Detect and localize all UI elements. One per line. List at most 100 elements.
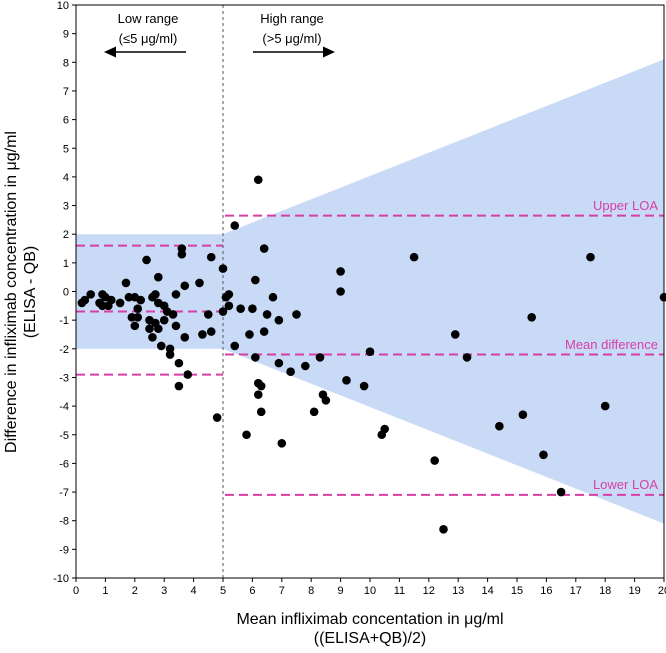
low-range-sublabel: (≤5 μg/ml): [119, 31, 178, 46]
x-tick-label: 5: [220, 585, 226, 597]
data-point: [336, 267, 345, 276]
y-tick-label: -2: [59, 344, 69, 356]
high-range-sublabel: (>5 μg/ml): [262, 31, 321, 46]
data-point: [301, 361, 310, 371]
data-point: [115, 298, 125, 308]
data-point: [539, 450, 548, 460]
y-tick-label: -6: [59, 458, 69, 470]
y-tick-label: 2: [63, 229, 69, 241]
data-point: [256, 381, 266, 391]
y-tick-label: -1: [59, 315, 69, 327]
data-point: [342, 376, 351, 385]
loa-lines: [76, 214, 664, 496]
x-tick-label: 18: [599, 585, 611, 597]
data-point: [154, 324, 163, 334]
data-point: [177, 249, 187, 259]
data-point: [121, 278, 131, 288]
data-point: [518, 410, 528, 419]
data-point: [495, 421, 504, 431]
x-tick-label: 6: [249, 585, 255, 597]
data-point: [133, 312, 143, 322]
y-axis-title: Difference in infliximab concentration i…: [3, 131, 20, 453]
y-tick-label: -5: [59, 430, 69, 442]
y-tick-label: 0: [63, 287, 69, 299]
x-tick-label: 4: [191, 585, 197, 597]
y-tick-label: 9: [63, 29, 69, 41]
data-point: [230, 341, 240, 351]
data-point: [159, 315, 169, 325]
data-point: [86, 290, 95, 299]
shaded-regions: [76, 59, 664, 524]
y-tick-label: 4: [63, 172, 69, 184]
data-point: [130, 321, 140, 331]
data-point: [106, 295, 116, 305]
data-point: [251, 275, 260, 285]
data-point: [212, 413, 222, 422]
data-point: [359, 381, 369, 391]
data-point: [365, 347, 375, 356]
data-point: [242, 430, 251, 440]
data-point: [171, 321, 181, 331]
y-tick-label: -9: [59, 544, 69, 556]
data-point: [315, 353, 325, 362]
x-tick-label: 3: [161, 585, 167, 597]
data-point: [259, 327, 269, 336]
data-point: [98, 301, 107, 311]
data-point: [409, 252, 419, 262]
data-point: [245, 330, 254, 339]
data-point: [527, 312, 536, 322]
data-point: [174, 381, 184, 391]
data-point: [259, 244, 269, 253]
data-point: [218, 307, 228, 316]
x-tick-label: 0: [73, 585, 79, 597]
x-tick-label: 20: [658, 585, 666, 597]
high-range-arrow: [253, 46, 335, 58]
data-point: [292, 310, 301, 319]
low-range-label: Low range: [118, 11, 179, 26]
data-point: [145, 324, 154, 334]
data-point: [462, 353, 472, 362]
y-tick-label: 5: [63, 143, 69, 155]
data-point: [154, 272, 163, 282]
data-point: [218, 264, 228, 273]
data-point: [180, 281, 190, 291]
data-point: [309, 407, 319, 417]
data-point: [439, 524, 448, 534]
x-tick-label: 13: [452, 585, 464, 597]
x-tick-label: 7: [279, 585, 285, 597]
high-range-shaded-band: [223, 59, 664, 524]
data-point: [174, 358, 184, 368]
data-point: [127, 312, 137, 322]
x-tick-label: 15: [511, 585, 523, 597]
x-tick-label: 11: [394, 585, 405, 597]
data-point: [236, 304, 245, 313]
data-point: [251, 353, 260, 362]
data-point: [253, 175, 263, 185]
data-point: [136, 295, 145, 305]
data-point: [253, 390, 263, 399]
data-point: [151, 290, 160, 299]
y-tick-label: -3: [59, 372, 69, 384]
data-point: [168, 310, 178, 319]
x-tick-label: 14: [481, 585, 493, 597]
y-tick-label: 7: [63, 86, 69, 98]
y-tick-label: -7: [59, 487, 69, 499]
lower-loa-label: Lower LOA: [593, 477, 658, 492]
data-point: [148, 333, 157, 342]
data-point: [195, 278, 204, 288]
y-tick-label: -4: [59, 401, 69, 413]
axis-ticks: 0123456789101112131415161718192010987654…: [53, 0, 666, 597]
x-axis-title: Mean infliximab concentation in μg/ml: [236, 611, 503, 628]
x-tick-label: 19: [628, 585, 640, 597]
data-point: [80, 295, 90, 305]
data-point: [277, 439, 287, 448]
data-point: [248, 304, 257, 313]
data-point: [336, 287, 345, 296]
x-tick-label: 10: [364, 585, 376, 597]
y-tick-label: 6: [63, 115, 69, 127]
data-point: [600, 401, 610, 411]
x-tick-label: 2: [132, 585, 138, 597]
data-point: [183, 370, 193, 379]
data-point: [430, 456, 439, 465]
